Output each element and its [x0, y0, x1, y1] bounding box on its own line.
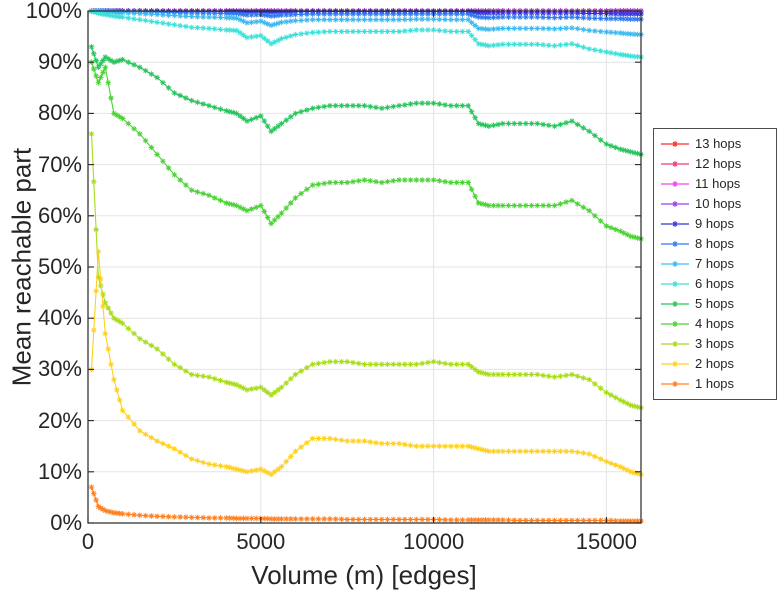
legend-label: 2 hops: [695, 356, 735, 371]
y-tick-label: 90%: [37, 49, 82, 75]
legend-item: 7 hops: [660, 254, 770, 274]
y-tick-label: 80%: [37, 100, 82, 126]
legend-marker-1hops-icon: [661, 381, 689, 387]
legend-item: 10 hops: [660, 194, 770, 214]
legend-marker-13hops-icon: [661, 141, 689, 147]
y-tick-label: 50%: [37, 254, 82, 279]
y-tick-label: 0%: [50, 510, 82, 535]
x-tick-label: 0: [81, 529, 95, 554]
x-tick-label: 5000: [236, 529, 286, 554]
legend-item: 8 hops: [660, 234, 770, 254]
legend-label: 5 hops: [695, 296, 735, 311]
y-tick-label: 10%: [37, 458, 82, 484]
legend-item: 13 hops: [660, 134, 770, 154]
legend-marker-3hops-icon: [661, 341, 689, 347]
legend-label: 10 hops: [695, 196, 742, 211]
legend-marker-12hops-icon: [661, 161, 689, 167]
legend-marker-8hops-icon: [661, 241, 689, 247]
legend-marker-11hops-icon: [661, 181, 689, 187]
legend-label: 6 hops: [695, 276, 735, 291]
y-tick-label: 60%: [37, 202, 82, 228]
legend-label: 4 hops: [695, 316, 735, 331]
legend-item: 9 hops: [660, 214, 770, 234]
legend-label: 3 hops: [695, 336, 735, 351]
legend-item: 1 hops: [660, 374, 770, 394]
legend-marker-4hops-icon: [661, 321, 689, 327]
legend-label: 9 hops: [695, 216, 735, 231]
legend-item: 11 hops: [660, 174, 770, 194]
legend-label: 1 hops: [695, 376, 735, 391]
y-tick-label: 100%: [25, 0, 82, 23]
legend-marker-9hops-icon: [661, 221, 689, 227]
y-tick-label: 20%: [37, 407, 82, 433]
legend-marker-2hops-icon: [661, 361, 689, 367]
legend-item: 2 hops: [660, 354, 770, 374]
x-tick-label: 15000: [575, 529, 637, 554]
legend-label: 7 hops: [695, 256, 735, 271]
legend-item: 4 hops: [660, 314, 770, 334]
legend-item: 12 hops: [660, 154, 770, 174]
y-tick-label: 40%: [37, 305, 82, 331]
legend-item: 3 hops: [660, 334, 770, 354]
legend-item: 6 hops: [660, 274, 770, 294]
legend-label: 13 hops: [695, 136, 742, 151]
y-tick-label: 70%: [37, 151, 82, 177]
x-axis-label: Volume (m) [edges]: [251, 560, 477, 590]
legend-label: 11 hops: [695, 176, 741, 191]
y-tick-label: 30%: [37, 356, 82, 382]
x-tick-label: 10000: [403, 529, 465, 554]
legend-label: 8 hops: [695, 236, 735, 251]
legend-marker-7hops-icon: [661, 261, 689, 267]
legend-marker-10hops-icon: [661, 201, 689, 207]
legend-marker-5hops-icon: [661, 301, 689, 307]
legend-marker-6hops-icon: [661, 281, 689, 287]
legend-item: 5 hops: [660, 294, 770, 314]
legend-label: 12 hops: [695, 156, 742, 171]
legend: 13 hops 12 hops 11 hops 10 hops 9 hops 8…: [653, 128, 777, 400]
